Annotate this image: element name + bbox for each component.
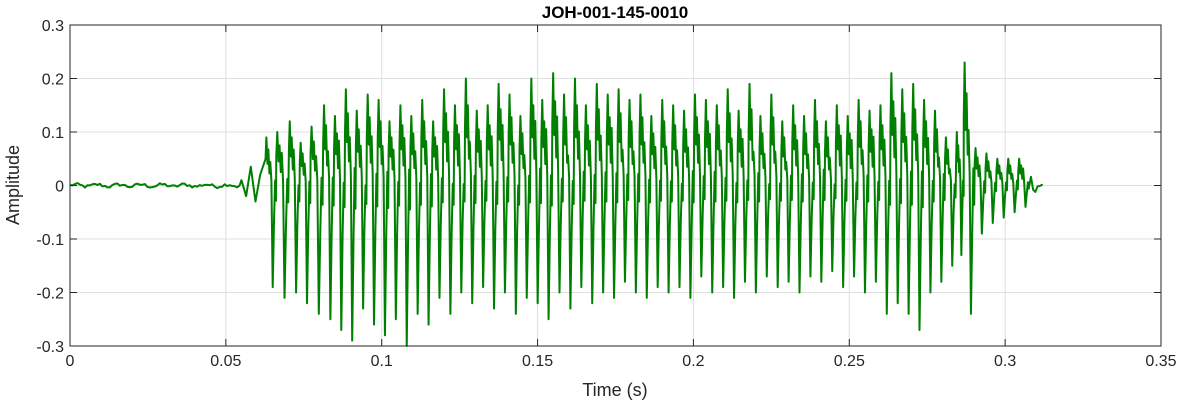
y-tick-label: 0 [55,179,64,196]
x-tick-label: 0 [66,353,75,370]
x-tick-label: 0.2 [682,353,704,370]
chart-title: JOH-001-145-0010 [542,3,688,22]
x-tick-label: 0.35 [1145,353,1176,370]
series-layer [69,61,1044,347]
x-tick-label: 0.1 [371,353,393,370]
waveform-line [69,61,1044,347]
y-tick-label: 0.3 [42,18,64,35]
y-tick-label: -0.1 [36,232,64,249]
y-tick-label: -0.2 [36,286,64,303]
y-tick-label: 0.2 [42,72,64,89]
y-axis-label: Amplitude [3,145,23,225]
x-tick-label: 0.3 [994,353,1016,370]
x-tick-label: 0.25 [834,353,865,370]
x-axis-label: Time (s) [582,380,647,400]
x-tick-label: 0.05 [210,353,241,370]
x-tick-labels: 0 0.05 0.1 0.15 0.2 0.25 0.3 0.35 [66,353,1177,370]
y-tick-label: -0.3 [36,339,64,356]
x-tick-label: 0.15 [522,353,553,370]
y-tick-label: 0.1 [42,125,64,142]
y-tick-labels: -0.3 -0.2 -0.1 0 0.1 0.2 0.3 [36,18,64,356]
tick-marks [69,24,1162,347]
